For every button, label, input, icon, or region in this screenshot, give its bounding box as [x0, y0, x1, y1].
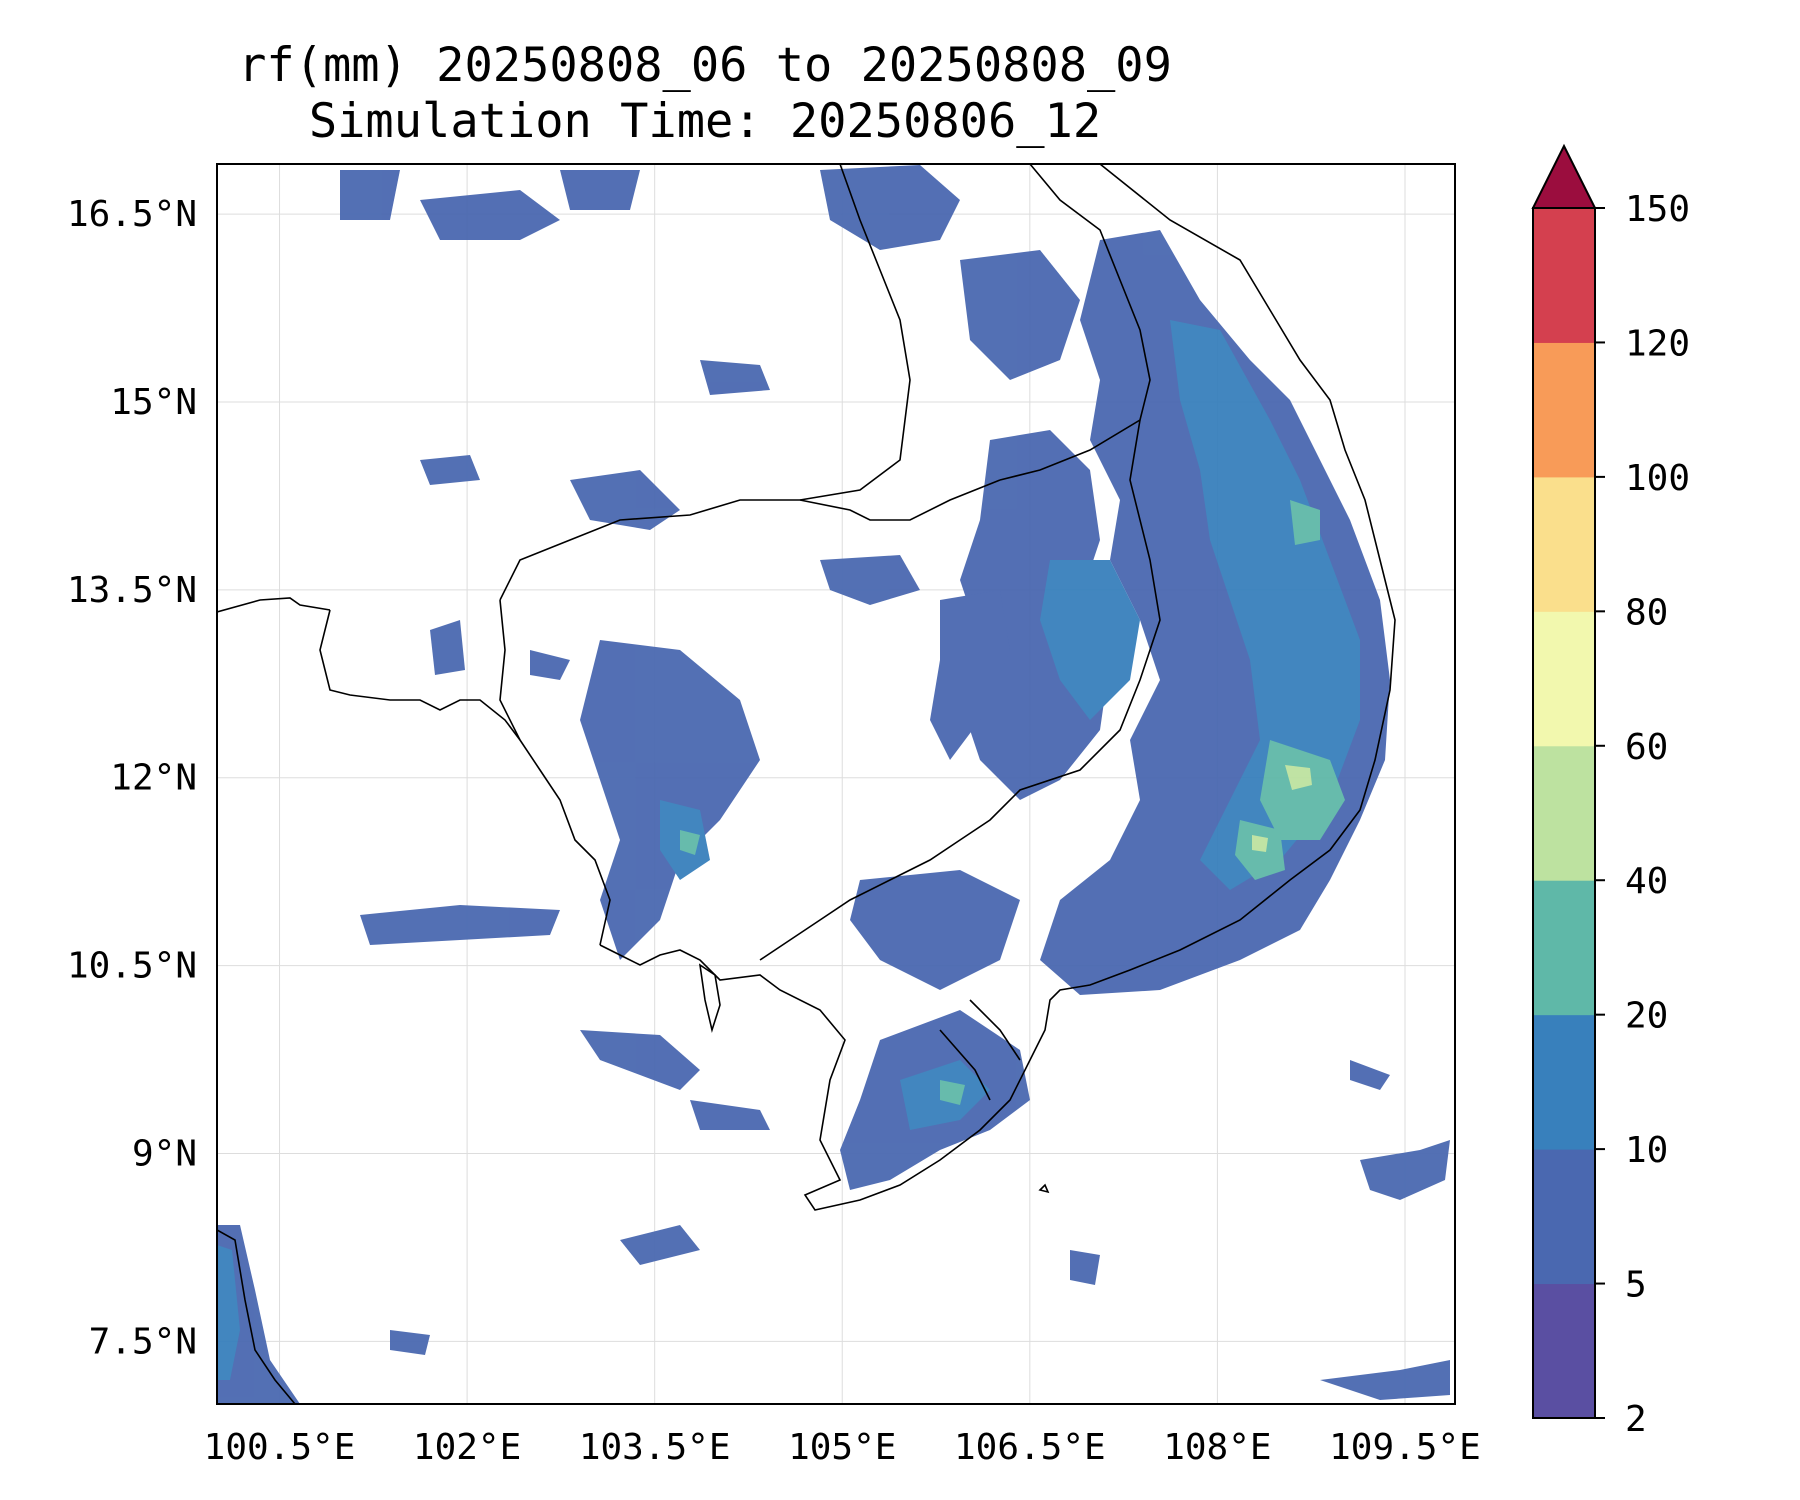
rain-area-sea-6: [1350, 1060, 1390, 1090]
laos-vietnam-border: [999, 164, 1151, 481]
rain-area-north-1: [820, 165, 960, 250]
rain-area-cambodia-peak: [680, 830, 700, 855]
colorbar-segment: [1533, 342, 1595, 478]
colorbar-tick-label: 10: [1625, 1130, 1668, 1171]
colorbar-segment: [1533, 880, 1595, 1016]
rain-area-highland-inner: [1040, 560, 1140, 720]
colorbar-tick-label: 2: [1625, 1399, 1647, 1440]
rain-area-phu-yen: [1290, 500, 1320, 545]
laos-border: [799, 164, 911, 501]
colorbar-tick-label: 80: [1625, 592, 1668, 633]
colorbar-tick-label: 150: [1625, 189, 1690, 230]
x-tick-label: 109.5°E: [1329, 1427, 1481, 1468]
rain-area-peak-1: [1285, 765, 1312, 790]
x-tick-label: 102°E: [413, 1427, 521, 1468]
rain-area-west-1: [430, 620, 465, 675]
rain-area-cambodia-west: [580, 640, 760, 960]
colorbar-tick-label: 100: [1625, 458, 1690, 499]
rain-area-sea-4: [390, 1330, 430, 1355]
colorbar-extend-arrow: [1531, 143, 1597, 209]
latitude-axis: 16.5°N 15°N 13.5°N 12°N 10.5°N 9°N 7.5°N: [67, 194, 197, 1362]
x-tick-label: 100.5°E: [204, 1427, 356, 1468]
colorbar-frame: [1532, 207, 1596, 1419]
rain-area-north-5: [560, 170, 640, 210]
colorbar-segment: [1533, 1149, 1595, 1285]
cambodia-thailand-coast: [319, 609, 611, 946]
vietnam-coastline: [599, 164, 1396, 1211]
colorbar-segment: [1533, 1014, 1595, 1150]
colorbar-segment: [1533, 611, 1595, 747]
rain-area-south-central: [850, 870, 1020, 990]
rain-area-sea-3: [620, 1225, 700, 1265]
rainfall-contours: [217, 165, 1450, 1404]
colorbar-tick-label: 5: [1625, 1265, 1647, 1306]
colorbar-segment: [1533, 1283, 1595, 1419]
rain-area-east-coast-inner: [1170, 320, 1360, 890]
rain-area-sea-1: [1360, 1140, 1450, 1200]
rain-area-gulf-1: [360, 905, 560, 945]
colorbar-tick-label: 20: [1625, 996, 1668, 1037]
malay-peninsula-coast: [217, 1229, 296, 1404]
y-tick-label: 15°N: [110, 382, 197, 423]
y-tick-label: 7.5°N: [89, 1321, 197, 1362]
x-tick-label: 108°E: [1163, 1427, 1271, 1468]
x-tick-label: 106.5°E: [954, 1427, 1106, 1468]
mekong-branch-1: [969, 999, 1021, 1061]
rain-area-east-cambodia: [930, 590, 1010, 760]
rain-area-mekong-peak: [940, 1080, 965, 1105]
rain-area-central-4: [820, 555, 920, 605]
y-tick-label: 13.5°N: [67, 570, 197, 611]
rain-area-malay-peninsula: [217, 1225, 300, 1404]
map-title-line-2: Simulation Time: 20250806_12: [308, 94, 1102, 149]
map-frame: [216, 163, 1456, 1405]
rain-area-west-2: [530, 650, 570, 680]
rain-area-khanh-hoa: [1260, 740, 1345, 840]
colorbar-segment: [1533, 476, 1595, 612]
rain-area-north-3: [420, 190, 560, 240]
rain-area-sea-2: [1320, 1360, 1450, 1400]
rain-area-central-1: [570, 470, 680, 530]
mekong-branch-2: [939, 1029, 991, 1101]
thailand-border: [217, 597, 331, 613]
island-con-dao: [1038, 1183, 1050, 1194]
rain-area-peak-2: [1252, 835, 1268, 852]
colorbar-segment: [1533, 208, 1595, 343]
island-phu-quoc: [698, 963, 721, 1034]
colorbar-segment: [1533, 745, 1595, 881]
map-title-line-1: rf(mm) 20250808_06 to 20250808_09: [238, 38, 1172, 93]
rain-area-north-4: [340, 170, 400, 220]
y-tick-label: 12°N: [110, 758, 197, 799]
y-tick-label: 9°N: [132, 1133, 197, 1174]
colorbar-tick-label: 40: [1625, 861, 1668, 902]
rain-area-gulf-3: [690, 1100, 770, 1130]
rain-area-central-3: [700, 360, 770, 395]
rain-area-sea-5: [1070, 1250, 1100, 1285]
rain-area-malay-inner: [217, 1245, 240, 1380]
coastlines-and-borders: [217, 164, 1396, 1404]
colorbar-tick-label: 60: [1625, 727, 1668, 768]
cambodia-north-border: [499, 479, 1001, 601]
vietnam-cambodia-border: [759, 419, 1161, 961]
cambodia-west-border: [499, 599, 521, 741]
x-tick-label: 103.5°E: [579, 1427, 731, 1468]
rain-area-central-highlands: [960, 430, 1110, 800]
longitude-axis: 100.5°E 102°E 103.5°E 105°E 106.5°E 108°E 109.…: [204, 1427, 1481, 1468]
rain-area-gulf-2: [580, 1030, 700, 1090]
rain-area-north-2: [960, 250, 1080, 380]
colorbar-tick-label: 120: [1625, 323, 1690, 364]
y-tick-label: 16.5°N: [67, 194, 197, 235]
x-tick-label: 105°E: [788, 1427, 896, 1468]
colorbar: 2 5 10 20 40 60 80 100 120 150: [1531, 143, 1690, 1440]
rain-area-central-2: [420, 455, 480, 485]
y-tick-label: 10.5°N: [67, 946, 197, 987]
